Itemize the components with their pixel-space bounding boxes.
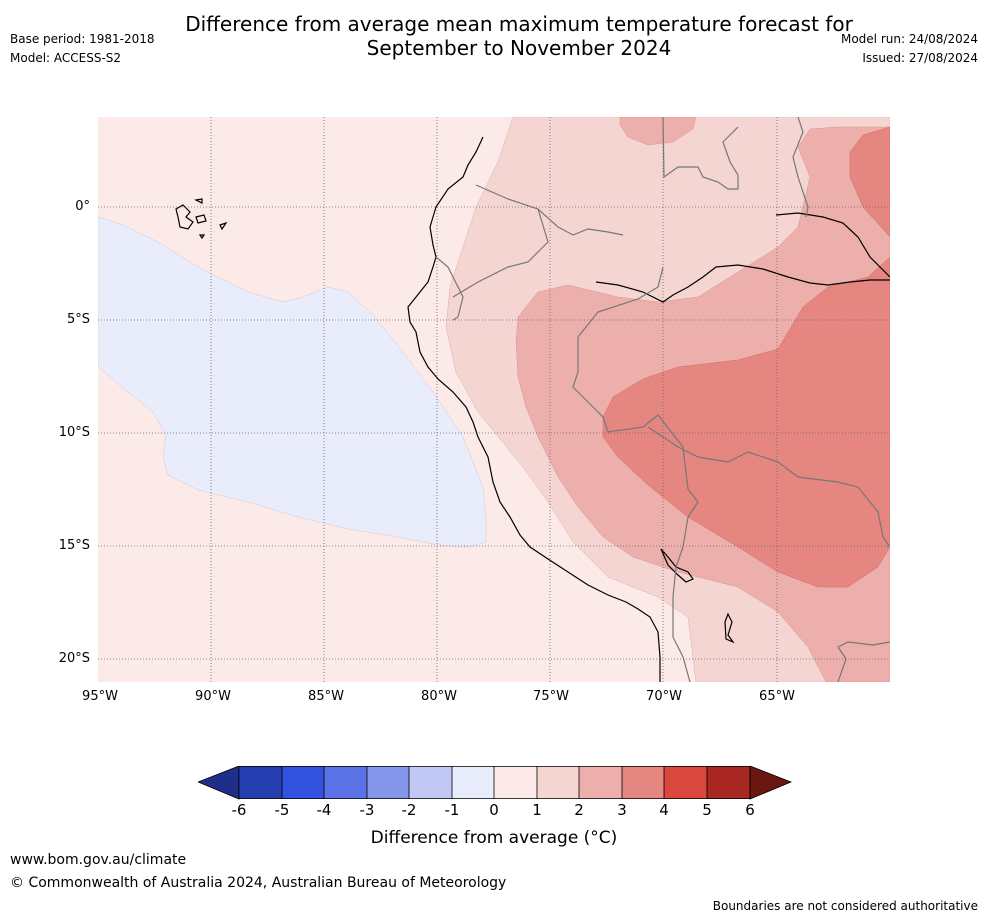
amazon-river: [595, 264, 890, 303]
graticule: [98, 117, 890, 682]
colorbar-swatch: [494, 766, 537, 799]
model-run: Model run: 24/08/2024: [840, 32, 978, 46]
lon-label-70w: 70°W: [646, 689, 682, 704]
footer-url[interactable]: www.bom.gov.au/climate: [10, 852, 187, 868]
lat-label-15s: 15°S: [58, 538, 90, 553]
colorbar-label: 0: [489, 801, 499, 819]
colorbar-extend-high: [749, 766, 792, 800]
footer-copyright: © Commonwealth of Australia 2024, Austra…: [10, 875, 507, 891]
lat-label-10s: 10°S: [58, 425, 90, 440]
lon-label-75w: 75°W: [533, 689, 569, 704]
colorbar-label: 6: [745, 801, 755, 819]
colorbar-label: 3: [617, 801, 627, 819]
colorbar-swatch: [579, 766, 622, 799]
colorbar-swatch: [622, 766, 664, 799]
colorbar-label: 4: [659, 801, 669, 819]
zone-3-4-east: [849, 126, 890, 238]
issued-date: Issued: 27/08/2024: [862, 51, 978, 65]
colorbar-swatch: [664, 766, 707, 799]
colorbar: [198, 766, 792, 800]
title-line-1: Difference from average mean maximum tem…: [185, 12, 853, 36]
colorbar-label: -3: [359, 801, 375, 819]
colorbar-swatch: [409, 766, 452, 799]
colorbar-label: -2: [401, 801, 417, 819]
zone-2-3-north: [619, 117, 697, 146]
colorbar-label: 2: [574, 801, 584, 819]
colorbar-label: 5: [702, 801, 712, 819]
lon-label-90w: 90°W: [195, 689, 231, 704]
model-name: Model: ACCESS-S2: [10, 51, 122, 65]
lon-label-65w: 65°W: [759, 689, 795, 704]
colorbar-extend-low: [198, 766, 240, 800]
lake-titicaca: [660, 548, 694, 583]
coastline: [407, 136, 661, 682]
lake-poopo: [724, 612, 735, 644]
zone-3-4: [602, 256, 890, 588]
lat-label-0: 0°: [75, 199, 90, 214]
colorbar-label: -1: [444, 801, 460, 819]
zone-neg1-0: [98, 216, 487, 548]
country-borders: [435, 117, 890, 682]
galapagos-islands: [175, 198, 228, 240]
colorbar-title: Difference from average (°C): [370, 828, 618, 848]
colorbar-swatch: [239, 766, 282, 799]
lat-label-20s: 20°S: [58, 651, 90, 666]
footer-disclaimer: Boundaries are not considered authoritat…: [712, 899, 978, 913]
colorbar-swatch: [452, 766, 494, 799]
colorbar-swatch: [282, 766, 324, 799]
colorbar-label: -4: [316, 801, 332, 819]
lon-label-80w: 80°W: [421, 689, 457, 704]
forecast-map: [98, 117, 890, 682]
lon-label-85w: 85°W: [308, 689, 344, 704]
base-period: Base period: 1981-2018: [10, 32, 155, 46]
colorbar-label: -6: [231, 801, 247, 819]
colorbar-swatch: [367, 766, 409, 799]
lon-label-95w: 95°W: [82, 689, 118, 704]
colorbar-label: 1: [532, 801, 542, 819]
colorbar-swatch: [537, 766, 579, 799]
lat-label-5s: 5°S: [66, 312, 90, 327]
colorbar-swatch: [707, 766, 750, 799]
colorbar-label: -5: [274, 801, 290, 819]
northern-river: [775, 212, 890, 278]
title-line-2: September to November 2024: [366, 36, 672, 60]
colorbar-swatch: [324, 766, 367, 799]
chart-title: Difference from average mean maximum tem…: [0, 12, 988, 60]
